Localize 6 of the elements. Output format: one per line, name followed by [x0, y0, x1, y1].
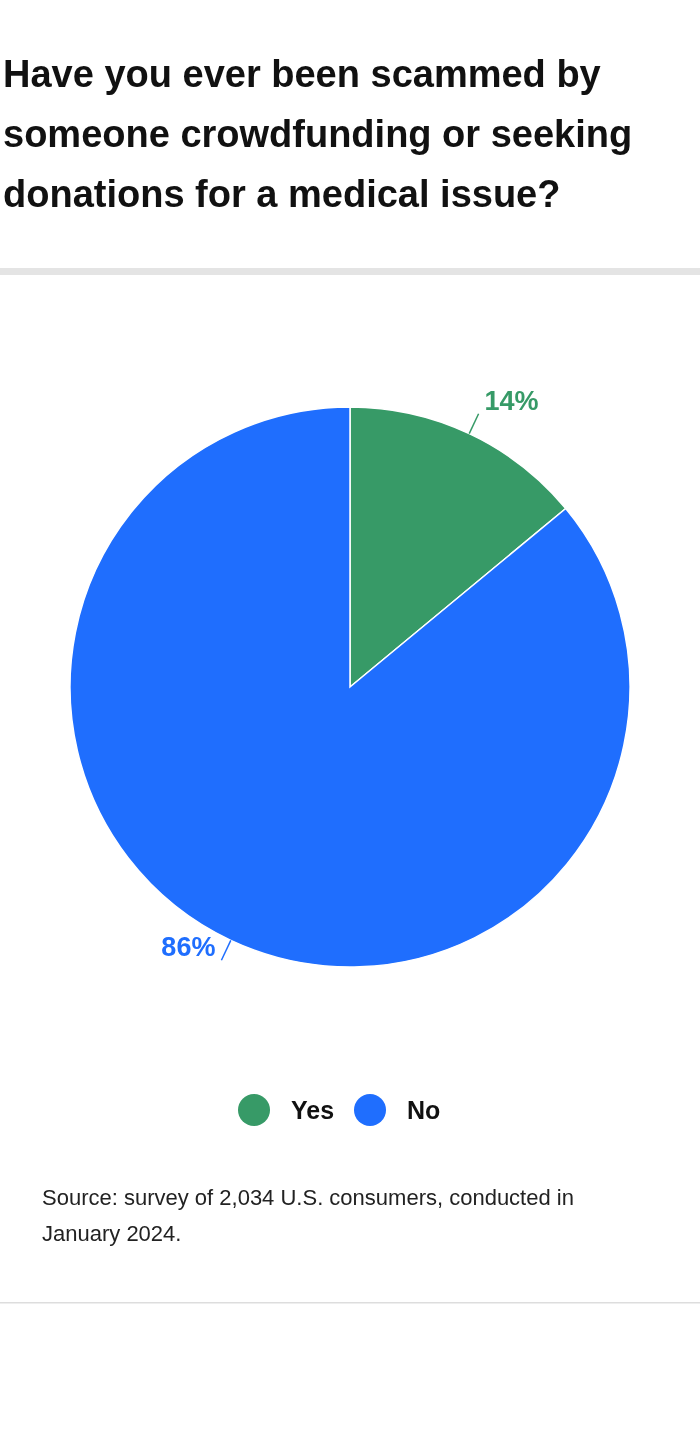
legend-label: Yes: [291, 1096, 335, 1124]
data-label: 14%: [484, 385, 539, 416]
chart-title: Have you ever been scammed by someone crowdfunding or seeking donations for a medical issue?: [3, 53, 633, 215]
data-label: 86%: [161, 932, 216, 963]
source-note: Source: survey of 2,034 U.S. consumers, conducted in January 2024.: [42, 1185, 574, 1246]
legend-label: No: [407, 1096, 441, 1124]
